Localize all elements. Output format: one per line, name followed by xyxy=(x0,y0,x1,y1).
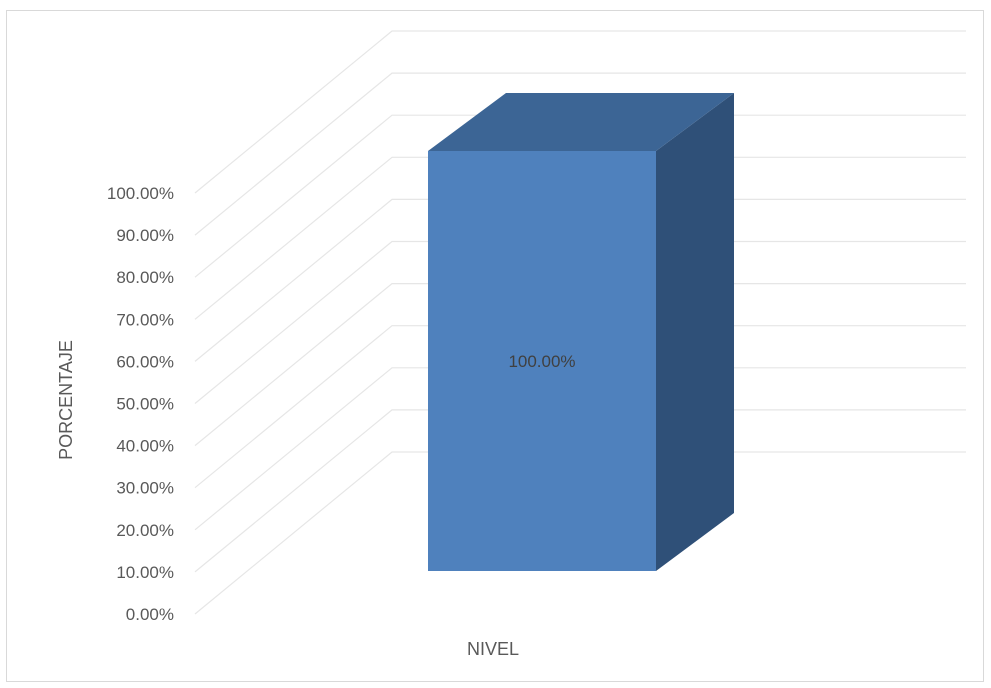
gridline xyxy=(194,156,966,320)
y-tick-label: 90.00% xyxy=(116,226,174,245)
gridline xyxy=(194,198,966,362)
gridline xyxy=(194,30,966,194)
bars: 100.00% xyxy=(428,93,734,571)
y-tick-label: 10.00% xyxy=(116,563,174,582)
gridline xyxy=(194,114,966,278)
bar-top-face xyxy=(428,93,734,151)
bar-side-face xyxy=(656,93,734,571)
x-axis-title: NIVEL xyxy=(467,639,519,659)
y-axis-title: PORCENTAJE xyxy=(56,340,76,460)
gridline xyxy=(194,240,966,404)
y-tick-label: 60.00% xyxy=(116,352,174,371)
y-tick-labels: 0.00% 10.00% 20.00% 30.00% 40.00% 50.00% 60.00… xyxy=(107,184,174,624)
y-tick-label: 80.00% xyxy=(116,268,174,287)
y-tick-label: 20.00% xyxy=(116,521,174,540)
gridline xyxy=(194,72,966,236)
y-tick-label: 100.00% xyxy=(107,184,174,203)
y-tick-label: 70.00% xyxy=(116,310,174,329)
bar xyxy=(428,151,656,571)
bar-data-label: 100.00% xyxy=(508,352,575,371)
gridline xyxy=(194,367,966,531)
y-tick-label: 0.00% xyxy=(126,605,174,624)
y-tick-label: 50.00% xyxy=(116,395,174,414)
y-tick-label: 30.00% xyxy=(116,479,174,498)
gridline xyxy=(194,409,966,573)
gridline xyxy=(194,325,966,489)
gridline xyxy=(194,283,966,447)
gridline xyxy=(194,451,966,615)
y-tick-label: 40.00% xyxy=(116,437,174,456)
gridlines xyxy=(194,30,966,615)
